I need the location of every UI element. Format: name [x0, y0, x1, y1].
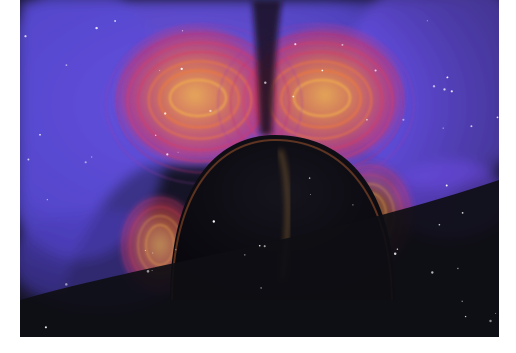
- star: [159, 70, 161, 71]
- star: [446, 76, 449, 79]
- star: [84, 161, 87, 164]
- star: [177, 151, 179, 153]
- star: [396, 248, 399, 250]
- star: [151, 270, 153, 272]
- star: [263, 245, 266, 248]
- star: [470, 125, 473, 128]
- star: [258, 244, 261, 247]
- star: [152, 252, 154, 254]
- field-loop-line: [145, 224, 175, 266]
- star: [244, 254, 246, 256]
- star: [464, 315, 467, 318]
- star: [461, 212, 464, 214]
- star: [144, 250, 146, 252]
- star: [426, 20, 428, 22]
- star: [432, 85, 436, 88]
- star: [438, 223, 441, 226]
- star: [442, 127, 444, 129]
- star: [39, 133, 41, 136]
- star: [209, 109, 212, 113]
- star: [260, 287, 262, 289]
- star: [166, 153, 169, 156]
- space-plasma-image: [20, 0, 499, 337]
- star: [95, 26, 98, 30]
- star: [393, 252, 397, 255]
- star: [180, 67, 183, 70]
- star: [489, 319, 492, 323]
- star: [164, 112, 167, 115]
- star: [65, 283, 68, 286]
- star: [155, 134, 157, 136]
- field-loop-line: [280, 69, 362, 129]
- star: [402, 118, 405, 121]
- star: [457, 267, 459, 270]
- star: [264, 81, 267, 84]
- star: [445, 184, 448, 187]
- star: [443, 88, 446, 91]
- star: [461, 300, 463, 303]
- polar-column: [252, 0, 282, 135]
- star: [46, 199, 48, 201]
- star: [374, 69, 377, 72]
- star: [450, 90, 453, 93]
- star: [341, 43, 344, 46]
- star: [114, 20, 116, 22]
- field-loop-line: [126, 41, 278, 163]
- star: [294, 43, 297, 46]
- star: [44, 326, 47, 329]
- star: [366, 118, 368, 121]
- star: [212, 220, 215, 223]
- scene-svg: [20, 0, 499, 337]
- star: [431, 271, 434, 274]
- star: [496, 116, 499, 119]
- star: [308, 177, 311, 179]
- star: [91, 156, 93, 158]
- star: [292, 95, 295, 98]
- star: [495, 312, 497, 314]
- field-loop-line: [147, 60, 253, 140]
- star: [27, 158, 30, 161]
- star: [65, 64, 68, 66]
- field-loop-line: [158, 69, 240, 129]
- star: [181, 30, 184, 32]
- star-field: [24, 20, 499, 329]
- star: [146, 270, 150, 273]
- foreground-dark-region: [20, 180, 499, 337]
- star: [24, 35, 27, 38]
- field-loop-line: [292, 78, 352, 118]
- star: [352, 204, 354, 206]
- star: [321, 69, 324, 72]
- star: [175, 249, 177, 251]
- field-loop-line: [168, 78, 228, 118]
- star: [310, 194, 311, 195]
